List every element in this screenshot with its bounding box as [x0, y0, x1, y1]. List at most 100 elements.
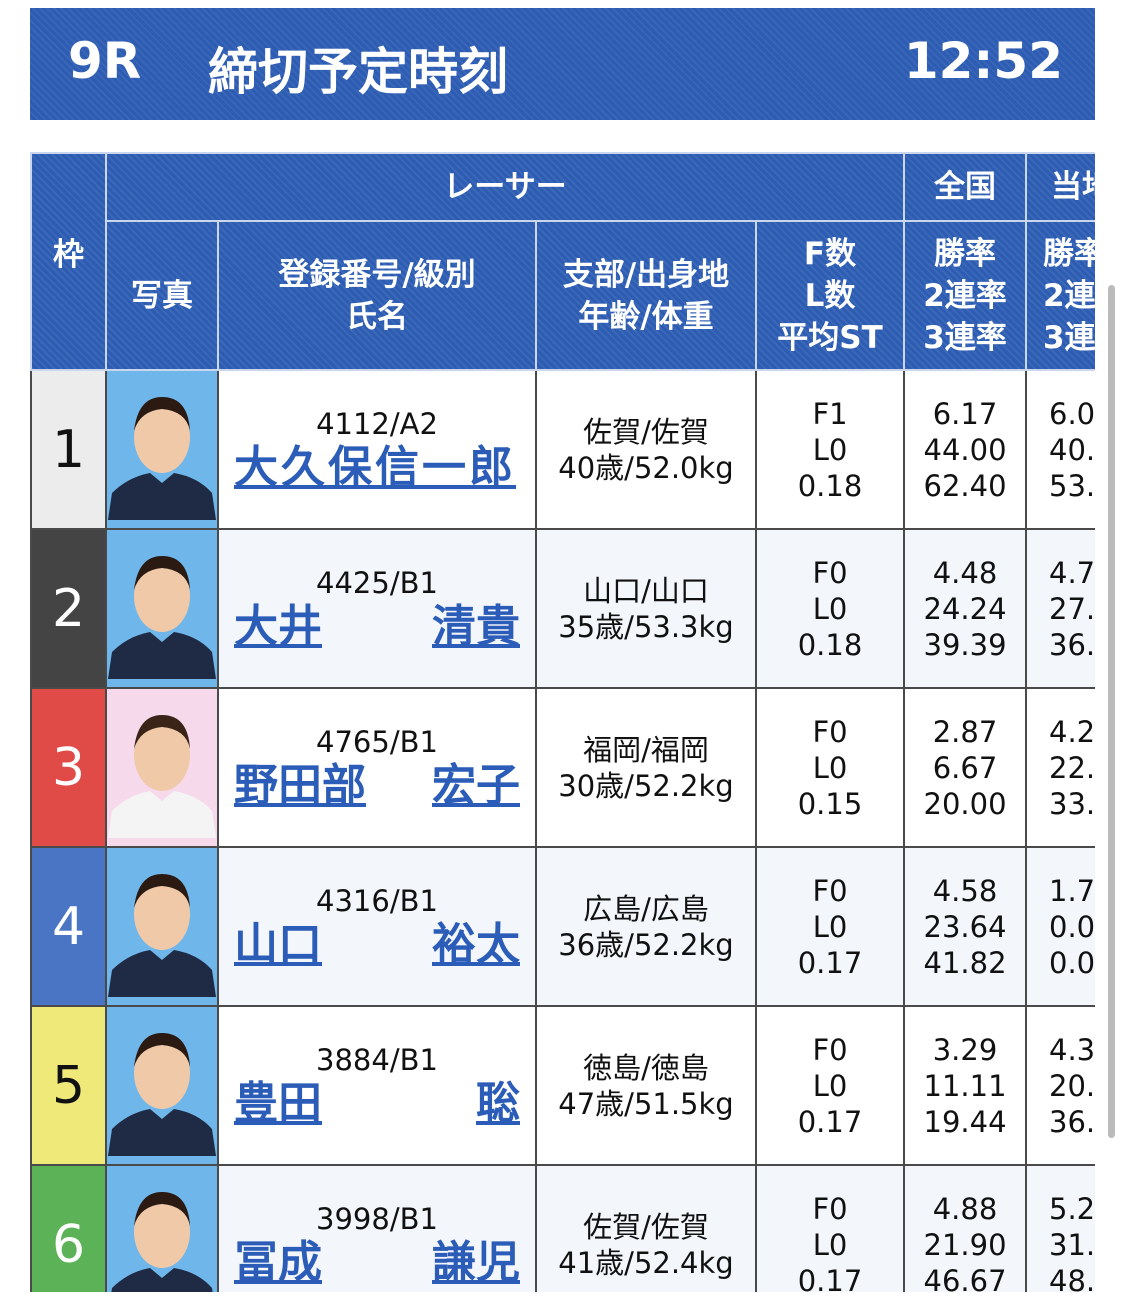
frame-number: 1 — [30, 369, 107, 530]
rate: 22.22 — [1049, 750, 1095, 785]
branch-age: 山口/山口 35歳/53.3kg — [535, 528, 757, 689]
header-line: 勝率 — [1043, 235, 1095, 272]
rate: 11.11 — [923, 1068, 1007, 1103]
branch-age: 福岡/福岡 30歳/52.2kg — [535, 687, 757, 848]
header-line: 支部/出身地 — [562, 256, 730, 293]
rate: 2.87 — [932, 714, 998, 749]
local-header: 当地 — [1025, 152, 1095, 222]
branch: 広島/広島 — [583, 891, 709, 926]
rate: 23.64 — [923, 909, 1007, 944]
racer-name[interactable]: 大井 清貴 — [234, 601, 520, 653]
national-header: 全国 — [903, 152, 1028, 222]
racer-row: 2 4425/B1 大井 清貴 山口/山口 35歳/53.3kg F0 L0 0.18 4.48 2… — [30, 528, 1095, 689]
stat: 0.15 — [797, 786, 863, 821]
f-l-st: F0 L0 0.17 — [754, 846, 906, 1007]
local-rates: 5.2131.0348.28 — [1025, 1164, 1095, 1293]
frame-header: 枠 — [30, 152, 107, 371]
branch-age: 佐賀/佐賀 40歳/52.0kg — [535, 369, 757, 530]
name-part[interactable]: 山口 — [234, 918, 322, 970]
photo-image — [108, 556, 216, 679]
stat: 0.17 — [797, 1104, 863, 1139]
racer-name[interactable]: 豊田 聡 — [234, 1078, 520, 1130]
name-part[interactable]: 聡 — [476, 1077, 520, 1129]
f-l-st: F0 L0 0.15 — [754, 687, 906, 848]
rate: 19.44 — [923, 1104, 1007, 1139]
rate: 27.27 — [1049, 591, 1095, 626]
f-header: F数 L数 平均ST — [754, 220, 906, 371]
local-rates: 4.2222.2233.33 — [1025, 687, 1095, 848]
deadline-label: 締切予定時刻 — [208, 43, 508, 101]
national-rates: 4.88 21.90 46.67 — [903, 1164, 1028, 1292]
rate: 0.00 — [1049, 945, 1095, 980]
photo-image — [108, 397, 216, 520]
rate: 33.33 — [1049, 786, 1095, 821]
name-part[interactable]: 冨成 — [234, 1236, 322, 1288]
name-part[interactable]: 裕太 — [432, 918, 520, 970]
stat: F0 — [812, 1032, 848, 1067]
rate: 31.03 — [1049, 1227, 1095, 1262]
age-weight: 35歳/53.3kg — [558, 609, 734, 644]
branch: 佐賀/佐賀 — [583, 414, 709, 449]
rate: 20.00 — [923, 786, 1007, 821]
stat: F0 — [812, 1191, 848, 1226]
photo-image — [108, 715, 216, 838]
rate: 21.90 — [923, 1227, 1007, 1262]
header-line: L数 — [804, 277, 856, 314]
name-part[interactable]: 謙児 — [432, 1236, 520, 1288]
rate: 20.45 — [1049, 1068, 1095, 1103]
racer-id-name: 4765/B1 野田部 宏子 — [217, 687, 537, 848]
stat: 0.18 — [797, 468, 863, 503]
national-rates: 2.87 6.67 20.00 — [903, 687, 1028, 848]
racer-id: 4316/B1 — [316, 883, 438, 918]
stat: L0 — [812, 750, 848, 785]
racer-name[interactable]: 大久保信一郎 — [234, 442, 520, 494]
branch-age: 徳島/徳島 47歳/51.5kg — [535, 1005, 757, 1166]
name-part[interactable]: 大井 — [234, 600, 322, 652]
racer-name[interactable]: 冨成 謙児 — [234, 1237, 520, 1289]
rate: 48.28 — [1049, 1263, 1095, 1293]
name-part[interactable]: 大久保信一郎 — [234, 441, 516, 493]
header-line: 2連率 — [1043, 277, 1095, 314]
racer-name[interactable]: 野田部 宏子 — [234, 760, 520, 812]
header-line: 平均ST — [777, 319, 883, 356]
photo-image — [111, 1192, 213, 1292]
stat: 0.17 — [797, 945, 863, 980]
name-part[interactable]: 清貴 — [432, 600, 520, 652]
racer-name[interactable]: 山口 裕太 — [234, 919, 520, 971]
name-part[interactable]: 野田部 — [234, 759, 366, 811]
race-number: 9R — [68, 32, 142, 90]
stat: F0 — [812, 555, 848, 590]
rate: 5.21 — [1049, 1191, 1095, 1226]
age-weight: 47歳/51.5kg — [558, 1086, 734, 1121]
branch: 山口/山口 — [583, 573, 709, 608]
rate: 4.75 — [1049, 555, 1095, 590]
rate: 39.39 — [923, 627, 1007, 662]
name-part[interactable]: 豊田 — [234, 1077, 322, 1129]
local-rates: 4.3620.4536.76 — [1025, 1005, 1095, 1166]
racer-row: 4 4316/B1 山口 裕太 広島/広島 36歳/52.2kg F0 L0 0.17 4.58 2… — [30, 846, 1095, 1007]
photo — [105, 1164, 219, 1292]
deadline-time: 12:52 — [903, 32, 1063, 90]
stat: F0 — [812, 714, 848, 749]
racer-row: 1 4112/A2 大久保信一郎 佐賀/佐賀 40歳/52.0kg F1 L0 0.18 6.1… — [30, 369, 1095, 530]
racer-id-name: 4425/B1 大井 清貴 — [217, 528, 537, 689]
rate: 6.67 — [932, 750, 998, 785]
table-wrap: 枠レーサー全国当地写真登録番号/級別氏名支部/出身地年齢/体重F数L数平均ST勝… — [30, 152, 1095, 1292]
f-l-st: F0 L0 0.17 — [754, 1005, 906, 1166]
rate: 24.24 — [923, 591, 1007, 626]
name-part[interactable]: 宏子 — [432, 759, 520, 811]
stat: 0.17 — [797, 1263, 863, 1293]
stat: L0 — [812, 909, 848, 944]
rate: 4.58 — [932, 873, 998, 908]
stat: L0 — [812, 1068, 848, 1103]
stat: F0 — [812, 873, 848, 908]
branch-header: 支部/出身地 年齢/体重 — [535, 220, 757, 371]
racer-row: 6 3998/B1 冨成 謙児 佐賀/佐賀 41歳/52.4kg F0 L0 0.17 4.88 2… — [30, 1164, 1095, 1293]
rate: 44.00 — [923, 432, 1007, 467]
national-rates: 4.48 24.24 39.39 — [903, 528, 1028, 689]
photo-image — [108, 874, 216, 997]
header-line: 勝率 — [934, 235, 997, 272]
frame-number: 3 — [30, 687, 107, 848]
rate: 6.00 — [1049, 396, 1095, 431]
f-l-st: F0 L0 0.17 — [754, 1164, 906, 1293]
